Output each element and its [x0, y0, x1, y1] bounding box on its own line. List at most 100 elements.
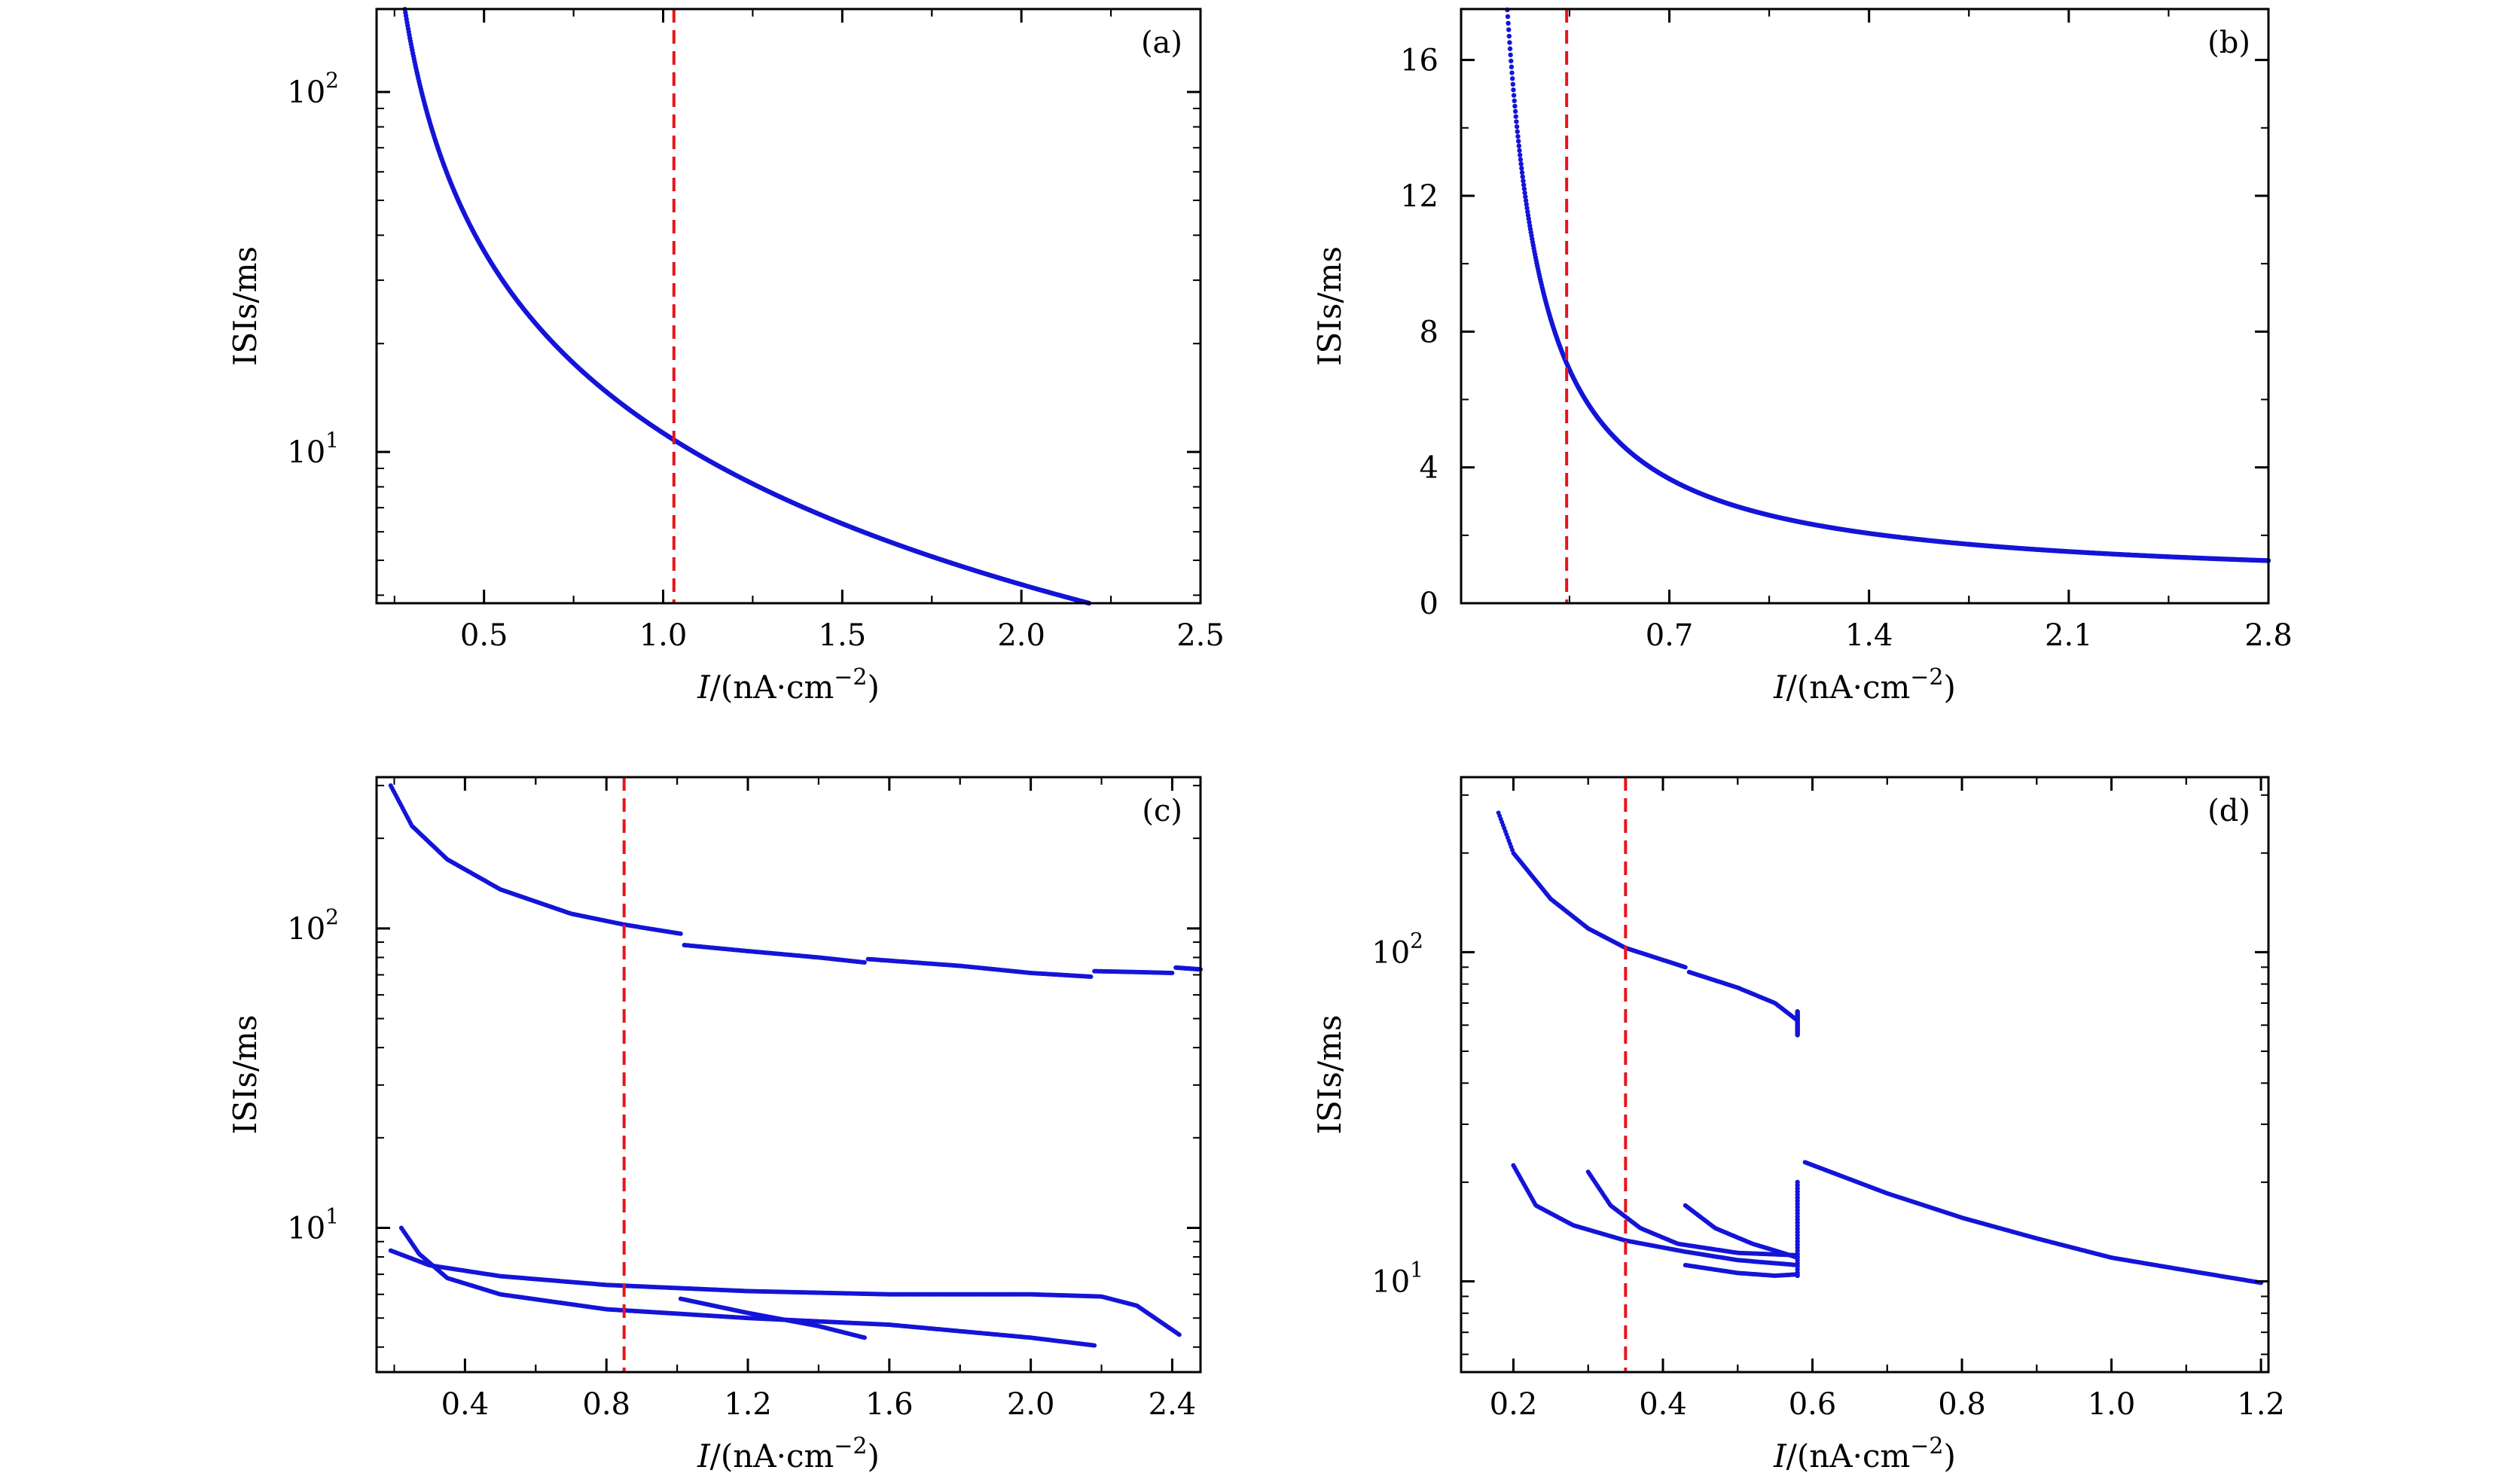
panel-b-data-point [1524, 206, 1530, 211]
panel-b-data-point [1518, 152, 1523, 158]
panel-b-data-point [1509, 70, 1515, 75]
panel-c-data-point [862, 960, 867, 965]
panel-c-xlabel-close: ) [868, 1438, 880, 1473]
panel-b-data-point [1510, 81, 1516, 87]
panel-b-data-point [1512, 103, 1518, 109]
panel-b-xlabel-unit: /(nA·cm [1786, 669, 1911, 706]
panel-b-data-point [1509, 64, 1515, 70]
panel-a-axes [375, 8, 1202, 605]
panel-b-data-point [1525, 209, 1530, 215]
panel-b-data-point [1515, 133, 1521, 139]
panel-a-ytick-label: 101 [287, 428, 339, 470]
panel-a-xtick-label: 1.0 [639, 618, 688, 653]
panel-a-xlabel: I/(nA·cm−2) [697, 664, 880, 706]
panel-b-ytick-label: 16 [1400, 44, 1438, 78]
panel-b-data-point [1518, 157, 1524, 163]
panel-c-ticks: 0.4 0.8 1.2 1.6 2.0 2.4 101 102 [287, 777, 1201, 1422]
panel-c-xtick-label: 1.6 [865, 1387, 914, 1422]
panel-c-xtick-label: 1.2 [724, 1387, 772, 1422]
panel-b-data-point [1508, 52, 1513, 58]
panel-c-xtick-label: 0.4 [441, 1387, 490, 1422]
panel-b-data-point [1509, 58, 1514, 64]
panel-b-xtick-label: 0.7 [1646, 618, 1694, 653]
panel-b-data-point [1507, 46, 1513, 51]
panel-b-xtick-label: 1.4 [1845, 618, 1893, 653]
panel-d-data-point [1795, 1009, 1800, 1014]
panel-a-xtick-label: 0.5 [460, 618, 508, 653]
panel-b-data-point [1517, 148, 1522, 154]
panel-b-data-point [1511, 87, 1516, 93]
panel-c-points [388, 783, 1203, 1348]
panel-b-data-point [1518, 161, 1524, 166]
panel-b-xtick-label: 2.1 [2045, 618, 2093, 653]
panel-a-ytick-label: 102 [287, 68, 339, 110]
panel-a: 0.5 1.0 1.5 2.0 2.5 101 102 (a) ISIs/ms I/(nA·… [227, 7, 1225, 706]
panel-b-data-point [1522, 190, 1527, 196]
panel-b-xlabel-sup: −2 [1910, 664, 1943, 691]
panel-d-data-point [1683, 965, 1688, 970]
panel-a-xtick-label: 2.0 [997, 618, 1045, 653]
panel-b-data-point [1512, 108, 1518, 114]
panel-b-points [1505, 7, 2271, 563]
panel-a-xlabel-unit: /(nA·cm [710, 669, 834, 706]
panel-b-xlabel: I/(nA·cm−2) [1773, 664, 1956, 706]
panel-c-data-point [678, 931, 683, 936]
panel-b-data-point [1515, 129, 1520, 134]
panel-b-xtick-label: 2.8 [2244, 618, 2293, 653]
panel-c-ylabel: ISIs/ms [227, 1014, 264, 1134]
panel-c-data-point [1092, 1343, 1097, 1348]
panel-c-axes [375, 776, 1202, 1374]
panel-b-data-point [1519, 169, 1525, 175]
panel-c-data-point [1088, 974, 1094, 979]
panel-a-xtick-label: 1.5 [819, 618, 867, 653]
panel-a-ticks: 0.5 1.0 1.5 2.0 2.5 101 102 [287, 9, 1225, 653]
panel-b-data-point [1512, 98, 1517, 104]
panel-b-data-point [1514, 119, 1519, 124]
panel-b-data-point [1521, 178, 1526, 184]
panel-c-ytick-label: 102 [287, 904, 339, 947]
panel-c-xlabel-unit: /(nA·cm [710, 1438, 834, 1473]
panel-b-data-point [1516, 143, 1522, 148]
panel-c-xlabel: I/(nA·cm−2) [697, 1433, 880, 1473]
panel-c-xlabel-var: I [697, 1438, 711, 1473]
panel-b-tag: (b) [2207, 26, 2250, 60]
panel-b-ytick-label: 8 [1420, 315, 1438, 349]
panel-c-tag: (c) [1142, 794, 1182, 828]
panel-b-data-point [1506, 20, 1511, 26]
panel-c-ytick-label: 101 [287, 1204, 339, 1246]
panel-b-xlabel-close: ) [1944, 669, 1956, 706]
panel-c-data-point [862, 1335, 867, 1340]
panel-b-xlabel-var: I [1773, 669, 1787, 706]
panel-b-data-point [1523, 194, 1528, 200]
panel-b-ytick-label: 12 [1400, 179, 1438, 214]
panel-c-xlabel-sup: −2 [834, 1433, 867, 1459]
panel-c-xtick-label: 2.0 [1007, 1387, 1055, 1422]
panel-b-data-point [1511, 93, 1517, 98]
panel-c-data-point [1176, 1332, 1182, 1337]
panel-b-data-point [1509, 76, 1515, 81]
panel-a-tag: (a) [1141, 26, 1182, 60]
panel-d-points [1496, 810, 2264, 1285]
panel-c-xtick-label: 2.4 [1149, 1387, 1197, 1422]
panel-a-ylabel: ISIs/ms [227, 246, 264, 366]
panel-a-xlabel-close: ) [868, 669, 880, 706]
panel-a-xlabel-var: I [697, 669, 711, 706]
panel-b-ylabel: ISIs/ms [1311, 246, 1348, 366]
panel-b-data-point [1519, 166, 1524, 171]
panel-b-data-point [1520, 174, 1525, 179]
panel-b-data-point [1513, 114, 1518, 119]
panel-b-data-point [1514, 124, 1520, 130]
panel-b-data-point [1525, 212, 1531, 218]
panel-b-data-point [1515, 139, 1521, 144]
panel-a-xtick-label: 2.5 [1176, 618, 1225, 653]
panel-c-data-point [1170, 971, 1175, 976]
panel-b-data-point [1521, 182, 1527, 188]
panel-b-data-point [1506, 27, 1512, 32]
panel-b-data-point [1524, 202, 1530, 207]
panel-b-axes [1460, 8, 2270, 605]
panel-c-xtick-label: 0.8 [582, 1387, 630, 1422]
panel-b-data-point [1523, 198, 1529, 203]
